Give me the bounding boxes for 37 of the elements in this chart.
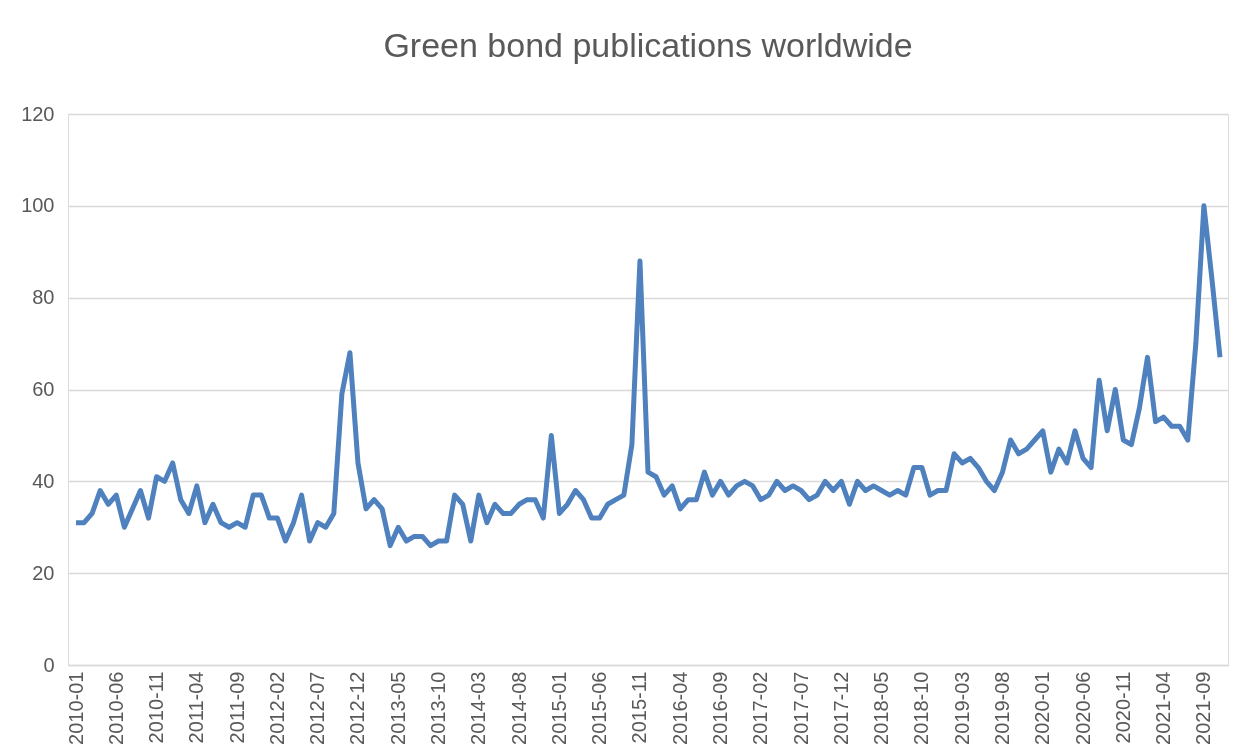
x-tick-label: 2017-07 (789, 671, 812, 745)
x-tick-label: 2014-08 (507, 671, 530, 745)
x-tick-label: 2013-05 (386, 671, 409, 745)
x-tick-label: 2021-04 (1152, 671, 1175, 745)
x-tick-label: 2015-06 (588, 671, 611, 745)
x-tick-label: 2020-06 (1071, 671, 1094, 745)
x-tick-label: 2019-08 (990, 671, 1013, 745)
x-tick-label: 2016-09 (709, 671, 732, 745)
chart-title: Green bond publications worldwide (383, 26, 913, 64)
x-tick-label: 2018-05 (870, 671, 893, 745)
x-tick-label: 2016-04 (668, 671, 691, 745)
x-tick-label: 2020-01 (1031, 671, 1054, 745)
x-tick-label: 2010-01 (64, 671, 87, 745)
y-tick-label: 100 (21, 194, 55, 217)
x-tick-label: 2012-02 (265, 671, 288, 745)
x-tick-label: 2020-11 (1111, 671, 1134, 744)
y-tick-label: 40 (32, 469, 55, 492)
y-tick-label: 0 (43, 653, 55, 676)
x-tick-label: 2021-09 (1192, 671, 1215, 745)
x-tick-label: 2018-10 (910, 671, 933, 745)
y-tick-label: 120 (21, 102, 55, 125)
x-tick-label: 2011-04 (185, 671, 208, 744)
x-tick-label: 2017-02 (749, 671, 772, 745)
y-tick-label: 80 (32, 286, 55, 309)
y-tick-label: 20 (32, 561, 55, 584)
x-tick-label: 2015-11 (628, 671, 651, 744)
x-tick-label: 2010-11 (145, 671, 168, 744)
x-tick-label: 2014-03 (467, 671, 490, 745)
x-tick-label: 2013-10 (427, 671, 450, 745)
x-tick-label: 2017-12 (829, 671, 852, 745)
x-tick-label: 2010-06 (104, 671, 127, 745)
x-tick-label: 2012-07 (306, 671, 329, 745)
y-tick-label: 60 (32, 378, 55, 400)
x-tick-label: 2011-09 (225, 671, 248, 744)
x-tick-label: 2015-01 (547, 671, 570, 745)
x-tick-label: 2019-03 (950, 671, 973, 745)
x-tick-label: 2012-12 (346, 671, 369, 745)
